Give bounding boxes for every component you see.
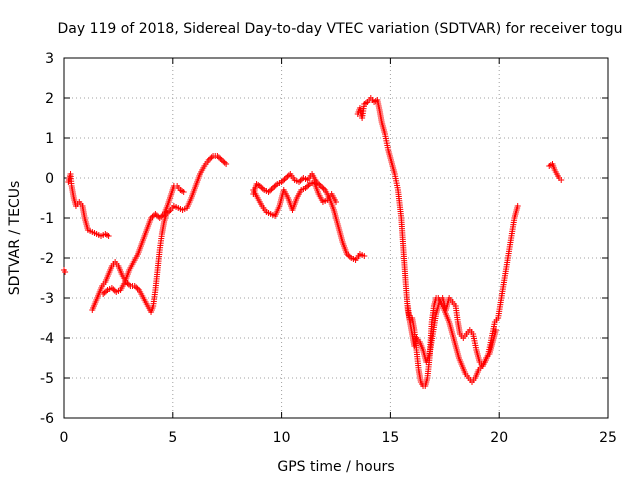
data-point: [152, 211, 159, 217]
y-tick-label: -4: [40, 331, 54, 347]
data-point: [333, 199, 339, 205]
data-point: [103, 288, 110, 295]
series-seg-start: [61, 267, 69, 275]
series-seg-6: [404, 295, 499, 369]
data-point: [134, 285, 141, 292]
data-point: [218, 157, 225, 163]
data-point: [207, 155, 214, 162]
data-point: [105, 233, 112, 239]
y-tick-label: -2: [40, 251, 54, 267]
data-point: [284, 173, 291, 180]
data-point: [220, 158, 227, 165]
data-point: [149, 213, 156, 220]
data-point: [280, 177, 287, 184]
x-tick-label: 15: [381, 430, 399, 446]
data-point: [159, 212, 166, 219]
data-point: [208, 154, 215, 161]
data-point: [180, 189, 187, 195]
y-tick-label: -3: [40, 291, 54, 307]
data-point: [558, 177, 565, 183]
data-point: [305, 182, 312, 189]
data-point: [124, 280, 131, 287]
axis-ticks: -6 -5 -4 -3 -2 -1 0 1 2 3 0 5 10 15 20 25: [40, 51, 617, 446]
x-axis-title: GPS time / hours: [277, 459, 394, 475]
data-point: [272, 182, 279, 189]
data-point: [205, 157, 212, 163]
data-point: [297, 177, 304, 184]
data-point: [62, 269, 69, 275]
series-seg-2: [89, 153, 230, 315]
data-point: [156, 215, 163, 221]
data-point: [153, 212, 160, 219]
data-point: [131, 283, 138, 289]
data-point: [223, 161, 230, 167]
data-point: [133, 284, 140, 291]
data-point: [214, 153, 221, 159]
data-point: [281, 176, 288, 183]
data-point: [110, 286, 117, 293]
data-point: [166, 208, 173, 215]
x-tick-label: 25: [599, 430, 617, 446]
x-tick-label: 10: [273, 430, 291, 446]
data-point: [361, 253, 368, 259]
data-point: [256, 183, 263, 189]
chart-title: Day 119 of 2018, Sidereal Day-to-day VTE…: [57, 21, 622, 37]
x-tick-label: 0: [60, 430, 69, 446]
data-point: [282, 175, 289, 181]
series-seg-end: [546, 161, 565, 183]
series-seg-3: [100, 183, 187, 297]
data-point: [258, 184, 265, 191]
data-point: [296, 179, 303, 185]
y-tick-label: 2: [45, 91, 54, 107]
series-seg-5: [354, 95, 521, 389]
y-axis-title: SDTVAR / TECUs: [7, 181, 23, 296]
data-point: [221, 159, 228, 166]
data-point: [317, 183, 324, 189]
data-point: [346, 253, 353, 260]
data-point: [345, 252, 352, 259]
plot-frame: [63, 57, 609, 419]
series-seg-1: [65, 171, 112, 239]
grid: [64, 58, 608, 418]
data-point: [158, 213, 165, 220]
series-seg-4b: [250, 179, 339, 219]
data-point: [265, 189, 272, 195]
x-tick-label: 20: [490, 430, 508, 446]
data-point: [215, 154, 222, 161]
y-tick-label: 0: [45, 171, 54, 187]
data-point: [278, 179, 285, 185]
data-marks: [61, 95, 565, 389]
y-tick-label: -1: [40, 211, 54, 227]
data-point: [514, 203, 521, 209]
data-point: [492, 327, 499, 333]
data-point: [108, 285, 115, 291]
x-tick-label: 5: [168, 430, 177, 446]
y-tick-label: -6: [40, 411, 54, 427]
data-point: [316, 181, 323, 188]
data-point: [319, 184, 326, 191]
data-point: [269, 185, 276, 191]
data-point: [217, 155, 224, 162]
data-point: [343, 251, 350, 257]
series-seg-4a: [250, 171, 368, 263]
data-point: [101, 289, 108, 296]
data-point: [303, 183, 310, 190]
data-point: [271, 183, 278, 190]
data-point: [320, 185, 327, 192]
data-point: [285, 172, 292, 179]
data-point: [259, 185, 266, 192]
data-point: [302, 185, 309, 191]
y-tick-label: -5: [40, 371, 54, 387]
y-tick-label: 1: [45, 131, 54, 147]
data-point: [148, 215, 155, 221]
data-point: [266, 187, 273, 194]
data-point: [100, 291, 107, 297]
data-point: [125, 281, 132, 288]
y-tick-label: 3: [45, 51, 54, 67]
data-point: [268, 186, 275, 193]
